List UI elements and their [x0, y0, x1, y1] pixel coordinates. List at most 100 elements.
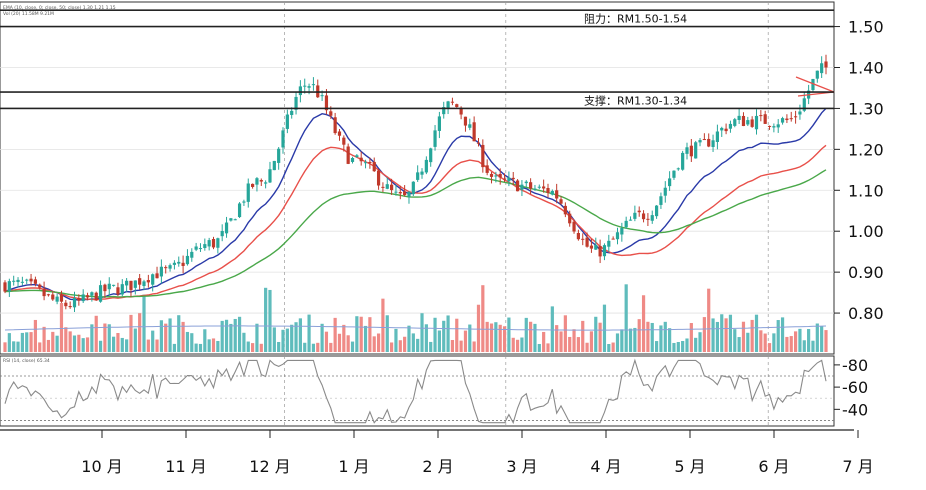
candle-body [133, 280, 137, 288]
volume-bar [476, 304, 481, 352]
candle-body [715, 131, 720, 142]
x-axis-tick-label: 11 月 [165, 457, 206, 476]
volume-bar [103, 323, 107, 352]
volume-bar [594, 316, 598, 352]
candle-body [229, 218, 233, 221]
candle-body [324, 95, 329, 111]
volume-ma-line [4, 325, 827, 331]
candle-body [272, 160, 276, 171]
candle-body [598, 245, 602, 257]
candle-body [25, 279, 29, 281]
candle-body [77, 298, 81, 301]
volume-bar [585, 342, 589, 352]
candle-body [442, 107, 446, 115]
candle-body [142, 281, 146, 287]
candle-body [29, 278, 33, 282]
volume-bar [494, 322, 498, 352]
volume-bar [390, 342, 394, 352]
candle-body [450, 101, 455, 103]
candle-body [563, 205, 567, 215]
candle-body [733, 119, 737, 126]
candle-body [815, 70, 819, 79]
candle-body [194, 246, 198, 250]
volume-bar [285, 328, 289, 352]
volume-bar [385, 315, 389, 352]
candle-body [168, 265, 172, 269]
volume-bar [3, 342, 7, 352]
volume-bar [685, 338, 689, 352]
y-axis-tick-label: 1.40 [848, 58, 884, 77]
volume-bar [668, 328, 672, 352]
x-axis-tick-label: 10 月 [81, 457, 122, 476]
volume-bar [711, 318, 715, 352]
volume-bar [90, 324, 94, 352]
volume-bar [233, 318, 237, 352]
candle-body [403, 191, 407, 196]
volume-bar [146, 339, 150, 352]
volume-bar [290, 324, 294, 352]
volume-bar [376, 333, 381, 352]
volume-bar [416, 338, 420, 352]
volume-bar [533, 323, 537, 352]
volume-bar [355, 316, 359, 352]
volume-layer [3, 284, 828, 352]
candle-body [437, 116, 441, 131]
candle-body [581, 238, 585, 240]
candle-body [611, 238, 615, 240]
candle-body [746, 120, 750, 125]
candle-body [164, 267, 168, 269]
candle-body [177, 261, 181, 264]
candle-body [111, 284, 116, 286]
volume-bar [168, 318, 172, 352]
volume-bar [294, 322, 298, 352]
candle-body [242, 201, 246, 203]
candle-body [329, 111, 333, 116]
candle-body [524, 181, 528, 184]
candle-body [307, 86, 311, 88]
candle-body [759, 115, 763, 117]
candle-body [572, 221, 576, 232]
volume-bar [33, 319, 38, 352]
volume-bar [85, 337, 90, 352]
volume-bar [793, 331, 798, 352]
candle-body [707, 138, 711, 147]
candle-body [607, 240, 611, 247]
candle-body [420, 171, 424, 175]
volume-bar [64, 327, 68, 352]
volume-bar [650, 322, 654, 352]
volume-bar [442, 320, 446, 352]
candle-body [550, 190, 554, 195]
candle-body [472, 122, 476, 142]
candle-body [203, 244, 207, 249]
candle-body [511, 177, 515, 180]
rsi-layer [0, 358, 834, 425]
candle-body [172, 262, 177, 265]
volume-bar [759, 330, 763, 352]
volume-bar [498, 324, 502, 352]
volume-bar [394, 328, 398, 352]
volume-bar [529, 321, 533, 352]
volume-bar [637, 319, 641, 352]
volume-bar [138, 313, 142, 352]
candle-body [277, 148, 281, 163]
volume-bar [433, 317, 437, 352]
volume-bar [55, 335, 59, 352]
volume-bar [129, 314, 133, 352]
volume-bar [681, 340, 685, 352]
volume-bar [59, 302, 64, 352]
resistance-zone-top-line [0, 9, 834, 11]
y-axis-tick-label: 1.00 [848, 222, 884, 241]
volume-bar [198, 343, 203, 352]
volume-bar [607, 343, 611, 352]
volume-bar [789, 336, 793, 352]
candle-body [85, 295, 90, 298]
volume-bar [229, 323, 233, 352]
candle-body [90, 292, 94, 296]
candle-body [468, 124, 472, 128]
volume-bar [702, 317, 706, 352]
x-axis-tick-label: 3 月 [506, 457, 537, 476]
candle-body [615, 232, 620, 240]
candle-body [589, 245, 594, 249]
candle-body [98, 285, 103, 302]
volume-bar [628, 328, 633, 352]
